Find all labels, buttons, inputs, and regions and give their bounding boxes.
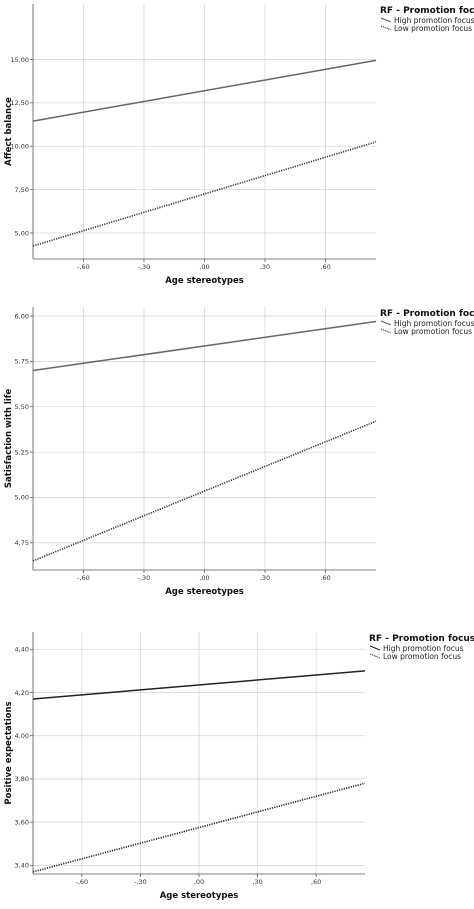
- y-axis-label: Affect balance: [4, 97, 14, 166]
- legend-swatch-low: [380, 328, 392, 334]
- x-axis-label: Age stereotypes: [160, 891, 239, 901]
- y-tick-label: 5,50: [15, 403, 29, 411]
- chart-panel-2: -,60 -,30 ,00 ,30 ,60 4,75 5,00 5,25 5,50 5,75 6,0…: [4, 307, 474, 597]
- y-tick-label: 3,40: [15, 862, 29, 870]
- legend-swatch-high: [369, 645, 381, 651]
- legend-swatch-low: [380, 25, 392, 31]
- y-tick-label: 4,20: [15, 689, 29, 697]
- chart-panel-1: -,60 -,30 ,00 ,30 ,60 5,00 7,50 10,00 12,50 15,00…: [4, 4, 474, 286]
- series-line-high-promotion-focus: [32, 59, 377, 122]
- y-tick-label: 3,80: [15, 775, 29, 783]
- x-axis-label: Age stereotypes: [165, 276, 244, 286]
- x-tick-label: ,00: [199, 263, 209, 271]
- x-tick-label: -,30: [138, 574, 151, 582]
- y-tick-label: 12,50: [10, 99, 29, 107]
- y-tick-label: 5,00: [15, 229, 29, 237]
- x-tick-label: ,00: [194, 878, 204, 886]
- legend-swatch-low: [369, 653, 381, 659]
- series-line-low-promotion-focus: [32, 141, 377, 247]
- x-tick-label: ,60: [320, 263, 330, 271]
- legend-swatch-high: [380, 320, 392, 326]
- x-tick-label: ,00: [199, 574, 209, 582]
- chart-panel-3: -,60 -,30 ,00 ,30 ,60 3,40 3,60 3,80 4,00 4,20 4,4…: [4, 632, 474, 901]
- x-tick-label: -,60: [77, 574, 90, 582]
- series-line-low-promotion-focus: [32, 782, 366, 873]
- legend-entry-low: Low promotion focus: [383, 652, 461, 661]
- series-line-low-promotion-focus: [32, 420, 377, 562]
- y-tick-label: 5,75: [15, 358, 29, 366]
- legend-entry-low: Low promotion focus: [394, 24, 472, 33]
- x-tick-label: ,30: [260, 263, 270, 271]
- y-tick-label: 7,50: [15, 186, 29, 194]
- y-tick-label: 5,00: [15, 494, 29, 502]
- legend-entry-low: Low promotion focus: [394, 327, 472, 336]
- x-tick-label: ,30: [252, 878, 262, 886]
- legend-entry-high: High promotion focus: [394, 16, 474, 25]
- x-tick-label: -,30: [138, 263, 151, 271]
- y-tick-label: 4,40: [15, 646, 29, 654]
- y-axis-label: Satisfaction with life: [4, 389, 14, 489]
- legend-swatch-high: [380, 17, 392, 23]
- y-tick-label: 3,60: [15, 818, 29, 826]
- x-tick-label: -,30: [134, 878, 147, 886]
- legend-entry-high: High promotion focus: [394, 319, 474, 328]
- y-tick-label: 5,25: [15, 448, 29, 456]
- y-axis-label: Positive expectations: [4, 701, 14, 804]
- legend-entry-high: High promotion focus: [383, 644, 464, 653]
- y-tick-label: 10,00: [10, 143, 29, 151]
- y-tick-label: 4,75: [15, 539, 29, 547]
- legend-title: RF - Promotion focus: [369, 634, 474, 644]
- x-axis-label: Age stereotypes: [165, 587, 244, 597]
- y-tick-label: 4,00: [15, 732, 29, 740]
- y-tick-label: 15,00: [10, 56, 29, 64]
- x-tick-label: ,30: [260, 574, 270, 582]
- x-tick-label: -,60: [77, 263, 90, 271]
- y-tick-label: 6,00: [15, 312, 29, 320]
- series-line-high-promotion-focus: [32, 320, 377, 372]
- x-tick-label: -,60: [75, 878, 88, 886]
- x-tick-label: ,60: [320, 574, 330, 582]
- legend-title: RF - Promotion focus: [380, 309, 474, 319]
- x-tick-label: ,60: [311, 878, 321, 886]
- series-line-high-promotion-focus: [32, 670, 366, 700]
- legend-title: RF - Promotion focus: [380, 6, 474, 16]
